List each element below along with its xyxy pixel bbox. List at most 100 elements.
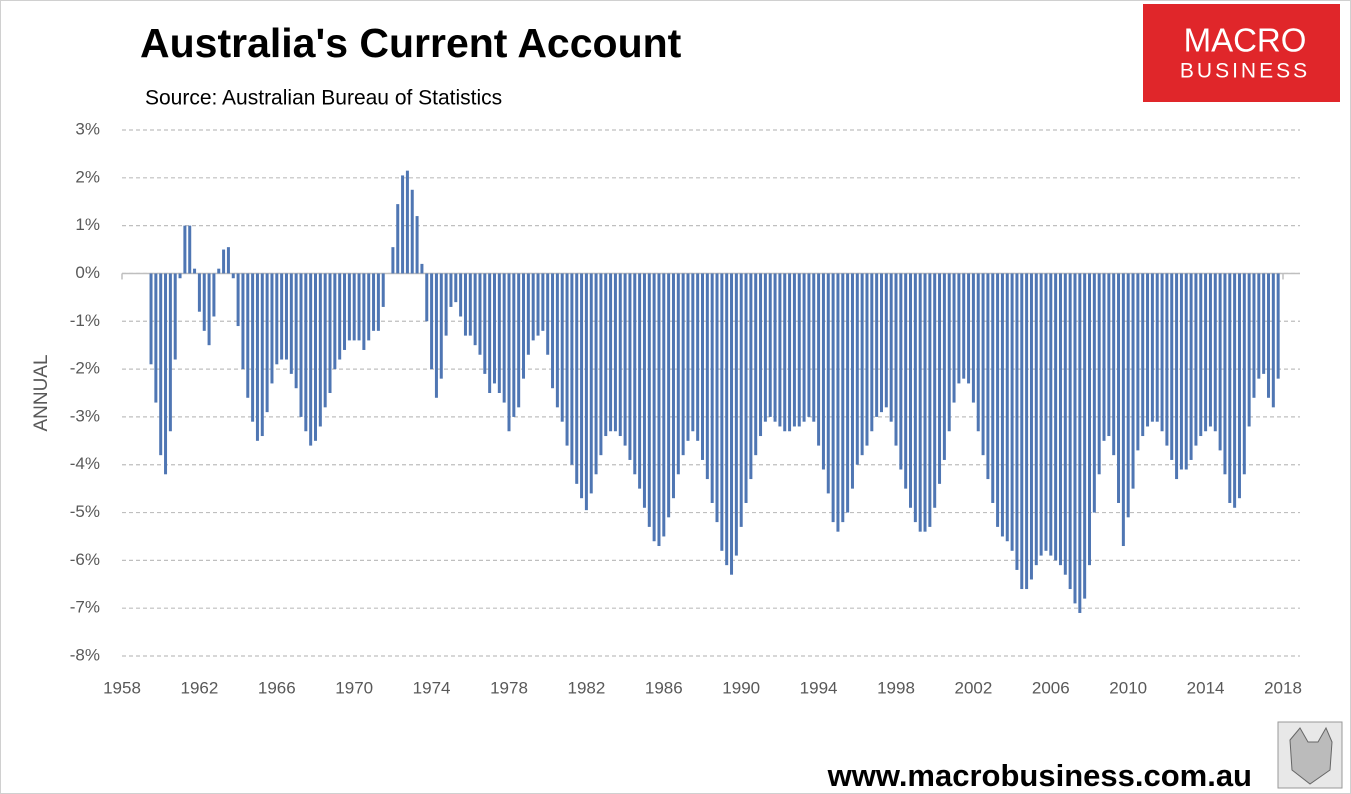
bar — [802, 273, 806, 422]
bar — [1000, 273, 1004, 537]
bar — [1179, 273, 1183, 470]
bar — [613, 273, 617, 432]
bar — [855, 273, 859, 465]
y-tick-label: -1% — [70, 311, 100, 330]
bar — [817, 273, 821, 446]
y-tick-label: 3% — [75, 119, 100, 138]
bar — [971, 273, 975, 403]
bar — [362, 273, 366, 350]
bar — [701, 273, 704, 460]
bar — [570, 273, 574, 465]
bar — [502, 273, 506, 403]
bar — [599, 273, 603, 456]
bar — [875, 273, 879, 417]
bar — [831, 273, 835, 523]
bar — [860, 273, 864, 456]
bar — [894, 273, 898, 446]
bar — [275, 273, 279, 365]
bar — [1228, 273, 1232, 503]
bar — [1233, 273, 1237, 508]
bar — [401, 175, 405, 274]
bar — [512, 273, 516, 417]
bar — [923, 273, 927, 532]
bar — [372, 273, 376, 331]
bar — [420, 263, 424, 274]
bar — [497, 273, 501, 393]
bar — [928, 273, 932, 527]
x-tick-label: 1970 — [335, 678, 373, 697]
bar — [555, 273, 559, 408]
bar — [1034, 273, 1038, 566]
bar — [168, 273, 172, 432]
bar — [1213, 273, 1217, 432]
bar — [991, 273, 995, 503]
bar — [759, 273, 763, 437]
wolf-drawing — [1289, 726, 1333, 785]
bar — [197, 273, 201, 312]
bar — [696, 273, 700, 441]
bar — [294, 273, 298, 389]
bar — [904, 273, 908, 489]
bar — [710, 273, 714, 503]
bar — [222, 249, 226, 274]
bar — [1068, 273, 1072, 590]
bar — [1117, 273, 1121, 503]
bar — [884, 273, 888, 408]
x-tick-label: 1962 — [180, 678, 218, 697]
bar — [212, 273, 216, 317]
bar — [405, 170, 409, 274]
bar — [947, 273, 951, 432]
bar — [425, 273, 429, 322]
bar — [1208, 273, 1212, 427]
bar — [1160, 273, 1164, 432]
bar — [691, 273, 695, 432]
bar — [725, 273, 729, 566]
bar — [391, 247, 395, 274]
bar — [1150, 273, 1154, 422]
bar — [1078, 273, 1082, 613]
bar — [1218, 273, 1222, 451]
bar — [850, 273, 854, 489]
bar — [1223, 273, 1227, 475]
bar — [836, 273, 840, 532]
bar — [594, 273, 598, 475]
bar — [541, 273, 545, 331]
bar — [768, 273, 772, 417]
bar — [560, 273, 564, 422]
bar — [396, 204, 400, 274]
bar — [173, 273, 177, 360]
bar — [357, 273, 361, 341]
bar — [604, 273, 608, 437]
bar — [841, 273, 845, 523]
bar — [1126, 273, 1130, 518]
bar — [1049, 273, 1053, 556]
x-tick-label: 2014 — [1187, 678, 1225, 697]
bar — [226, 247, 230, 274]
bar — [1005, 273, 1009, 542]
bar — [193, 268, 197, 274]
bar — [207, 273, 211, 346]
bar — [1025, 273, 1029, 590]
bar — [657, 273, 661, 547]
logo: MACRO BUSINESS — [1143, 4, 1340, 102]
x-tick-label: 1998 — [877, 678, 915, 697]
bar — [517, 273, 521, 408]
chart-subtitle: Source: Australian Bureau of Statistics — [145, 87, 502, 110]
bar — [744, 273, 748, 503]
bar — [899, 273, 903, 470]
bar — [879, 273, 883, 413]
bar — [338, 273, 342, 360]
bar — [473, 273, 477, 346]
x-tick-label: 1958 — [103, 678, 141, 697]
bar — [1262, 273, 1266, 374]
x-tick-label: 1978 — [490, 678, 528, 697]
bar — [981, 273, 985, 456]
bar — [507, 273, 511, 432]
bar — [381, 273, 385, 307]
x-tick-label: 1974 — [413, 678, 451, 697]
bar — [957, 273, 961, 384]
bar — [202, 273, 206, 331]
y-axis-label: ANNUAL — [31, 354, 52, 431]
